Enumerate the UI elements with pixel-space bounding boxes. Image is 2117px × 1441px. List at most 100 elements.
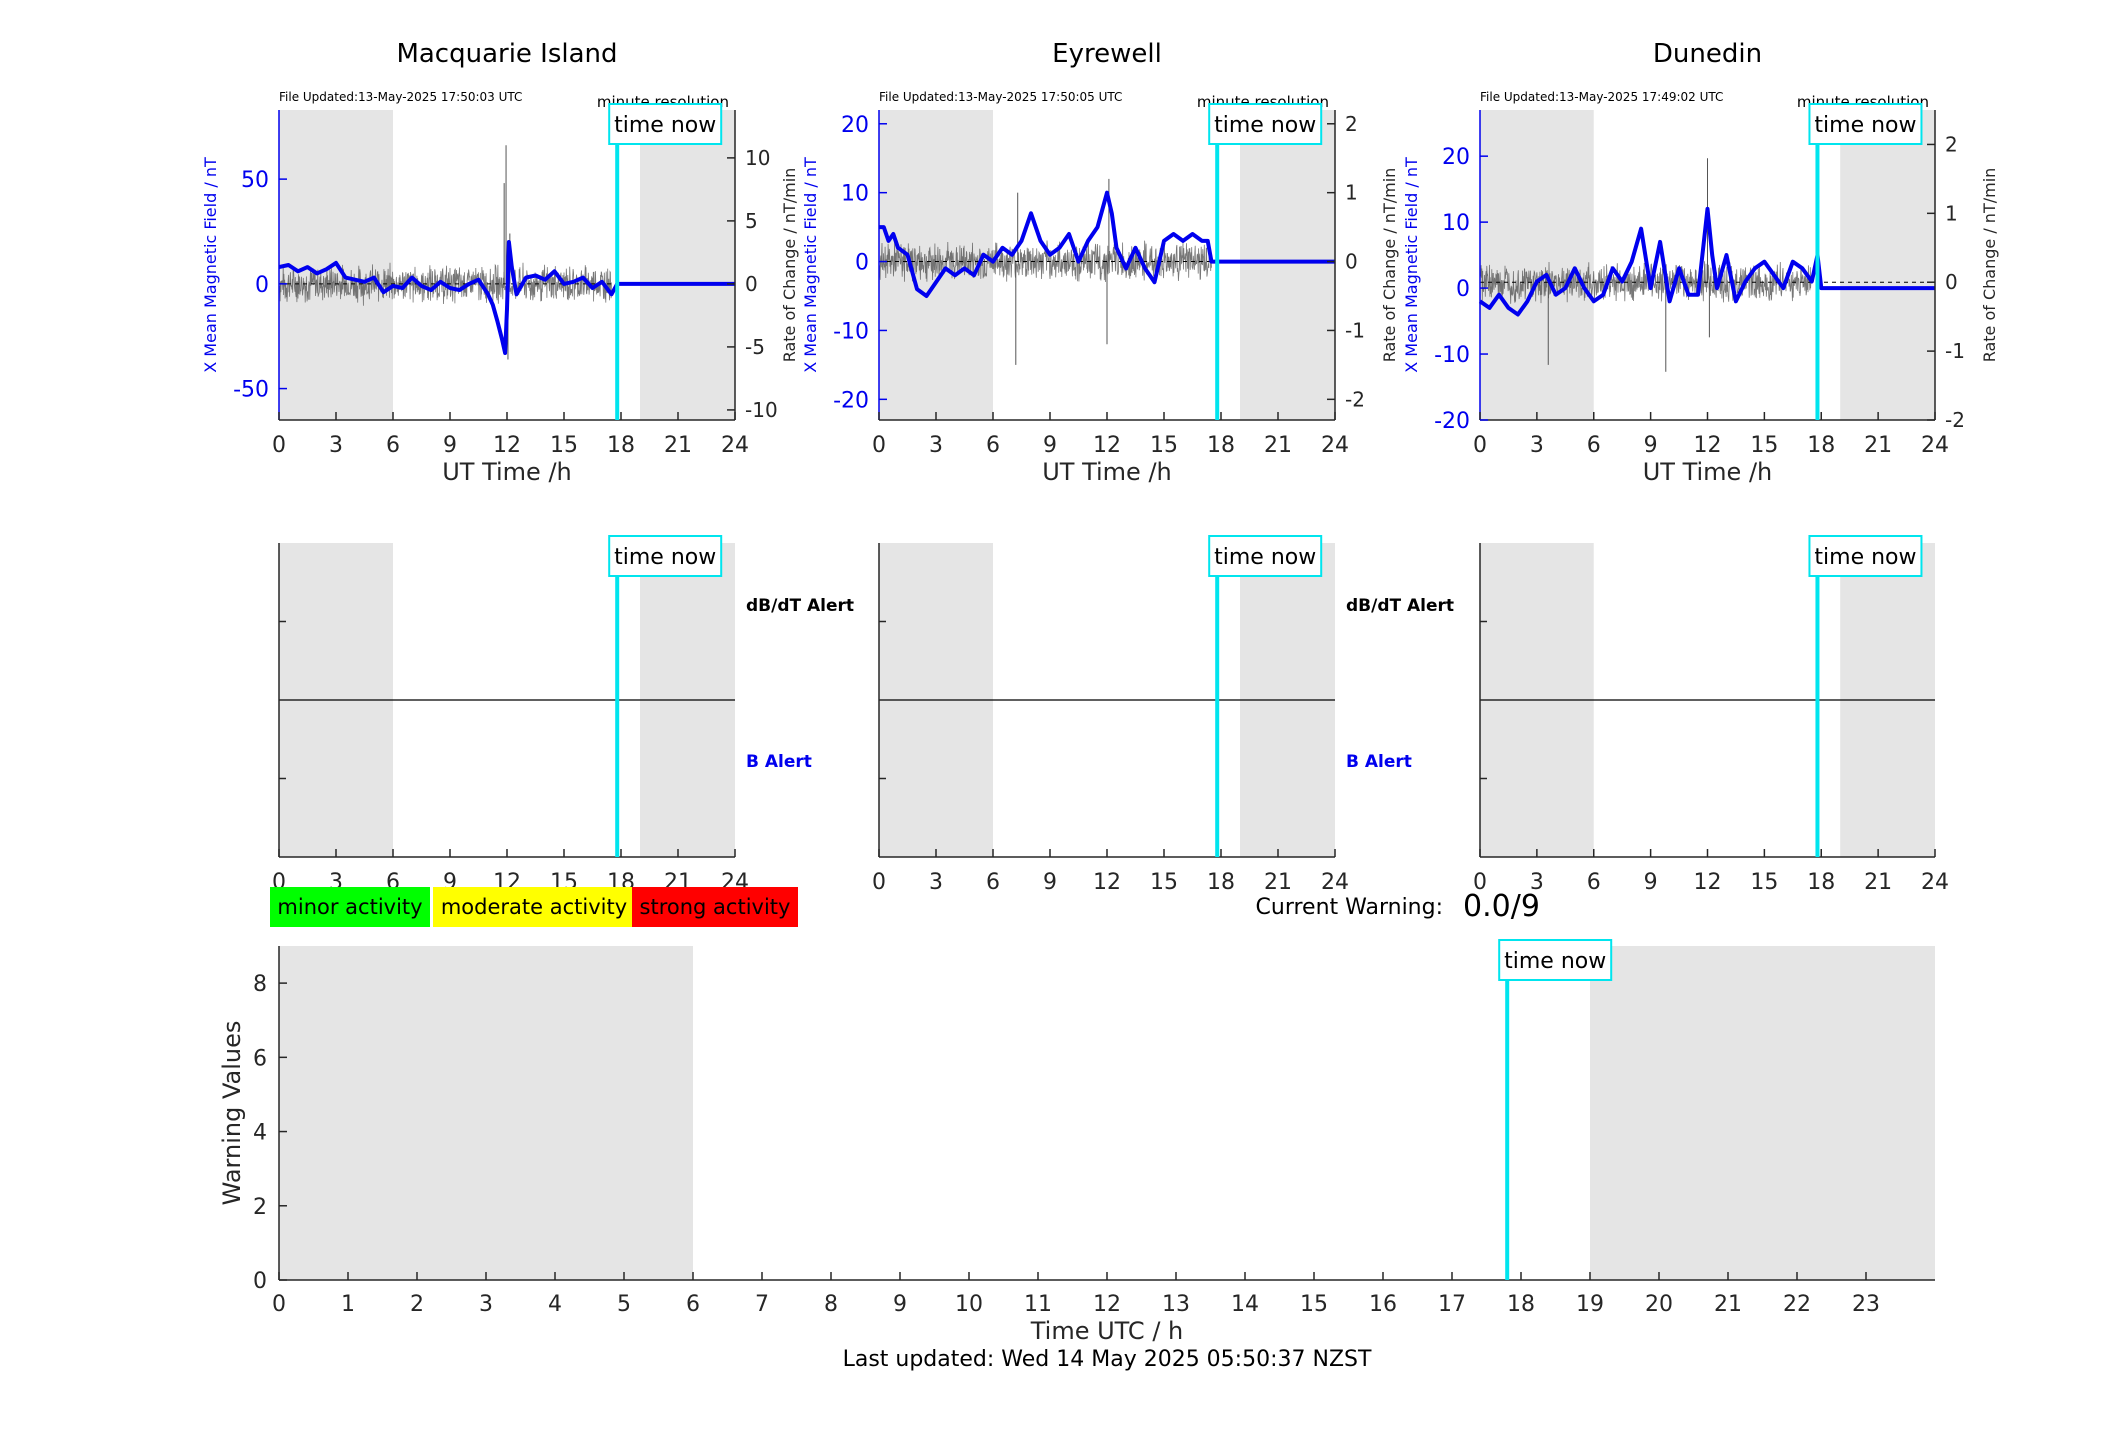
- x-tick-label: 3: [1530, 870, 1544, 895]
- x-tick-label: 0: [872, 870, 886, 895]
- y-left-tick-label: 20: [1442, 145, 1470, 170]
- x-tick-label: 15: [1750, 870, 1778, 895]
- y-right-tick-label: 2: [1345, 112, 1358, 136]
- time-now-box: [608, 535, 723, 577]
- x-tick-label: 9: [893, 1292, 907, 1317]
- b-alert-label: B Alert: [746, 752, 812, 772]
- y-right-tick-label: 0: [745, 272, 758, 296]
- x-tick-label: 6: [686, 1292, 700, 1317]
- x-tick-label: 15: [1150, 870, 1178, 895]
- y-right-tick-label: -1: [1945, 339, 1965, 363]
- time-now-box: [1808, 535, 1923, 577]
- y-left-tick-label: 0: [855, 251, 869, 276]
- alert-panel-2: 0 3 6 9 12 15 18 21 24 dB/dT Alert B Alert time now: [872, 535, 1454, 895]
- y-left-tick-label: 20: [841, 113, 869, 138]
- x-tick-label: 21: [1864, 870, 1892, 895]
- x-tick-label: 3: [1530, 433, 1544, 458]
- y-tick-label: 6: [253, 1046, 267, 1071]
- x-tick-label: 9: [1043, 870, 1057, 895]
- x-tick-label: 0: [1473, 870, 1487, 895]
- y-axis-label: Warning Values: [218, 1021, 246, 1206]
- x-tick-label: 24: [1321, 870, 1349, 895]
- time-now-box: [608, 103, 723, 145]
- y-left-axis-label: X Mean Magnetic Field / nT: [1402, 157, 1421, 373]
- x-tick-label: 19: [1576, 1292, 1604, 1317]
- time-now-label: time now: [614, 113, 716, 138]
- magnetic-field-line: [278, 240, 735, 355]
- x-tick-label: 9: [443, 433, 457, 458]
- legend-label: minor activity: [277, 895, 422, 919]
- alert-panel-3: 0 3 6 9 12 15 18 21 24 time now: [1473, 535, 1949, 895]
- current-warning-value: 0.0/9: [1463, 889, 1540, 924]
- station-panel-eyrewell: Eyrewell File Updated:13-May-2025 17:50:0…: [801, 39, 1399, 486]
- x-tick-label: 12: [1694, 433, 1722, 458]
- time-now-label: time now: [1814, 545, 1916, 570]
- x-tick-label: 24: [1921, 433, 1949, 458]
- x-tick-label: 24: [721, 433, 749, 458]
- x-tick-label: 6: [986, 870, 1000, 895]
- x-tick-label: 24: [1921, 870, 1949, 895]
- x-tick-label: 15: [1300, 1292, 1328, 1317]
- x-tick-label: 21: [1264, 870, 1292, 895]
- y-left-tick-label: 0: [1456, 277, 1470, 302]
- shaded-region: [1240, 110, 1335, 420]
- x-tick-label: 21: [1714, 1292, 1742, 1317]
- y-right-tick-label: 10: [745, 146, 770, 170]
- x-tick-label: 15: [1750, 433, 1778, 458]
- x-tick-label: 2: [410, 1292, 424, 1317]
- y-right-tick-label: -1: [1345, 318, 1365, 342]
- x-tick-label: 9: [1644, 433, 1658, 458]
- warning-values-chart: 0 1 2 3 4 5 6 7 8 9 10 11 12 13 14 15 16 17 18 19 20 21 22 2302…: [218, 939, 1935, 1345]
- legend-label: moderate activity: [441, 895, 627, 919]
- y-right-tick-label: -10: [745, 398, 778, 422]
- x-tick-label: 0: [1473, 433, 1487, 458]
- y-right-tick-label: 2: [1945, 132, 1958, 156]
- y-right-tick-label: -2: [1345, 387, 1365, 411]
- legend-swatch-moderate: [433, 887, 635, 927]
- x-tick-label: 22: [1783, 1292, 1811, 1317]
- y-tick-label: 4: [253, 1121, 267, 1146]
- x-tick-label: 12: [1093, 1292, 1121, 1317]
- x-tick-label: 1: [341, 1292, 355, 1317]
- station-title: Macquarie Island: [396, 39, 617, 69]
- y-tick-label: 0: [253, 1269, 267, 1294]
- shaded-region: [1590, 946, 1935, 1280]
- y-right-tick-label: -2: [1945, 408, 1965, 432]
- x-tick-label: 11: [1024, 1292, 1052, 1317]
- y-left-tick-label: -20: [833, 388, 869, 413]
- y-left-tick-label: -20: [1434, 409, 1470, 434]
- x-tick-label: 15: [1150, 433, 1178, 458]
- x-tick-label: 6: [1587, 433, 1601, 458]
- time-now-label: time now: [1814, 113, 1916, 138]
- x-tick-label: 21: [1864, 433, 1892, 458]
- y-right-axis-label: Rate of Change / nT/min: [1980, 168, 1999, 363]
- x-tick-label: 18: [1807, 870, 1835, 895]
- shaded-region: [279, 946, 693, 1280]
- x-tick-label: 18: [607, 433, 635, 458]
- y-right-axis-label: Rate of Change / nT/min: [1380, 168, 1399, 363]
- station-panel-macquarie-island: Macquarie Island File Updated:13-May-2025…: [201, 39, 799, 486]
- x-tick-label: 3: [929, 870, 943, 895]
- x-tick-label: 6: [1587, 870, 1601, 895]
- x-tick-label: 10: [955, 1292, 983, 1317]
- x-tick-label: 12: [1093, 870, 1121, 895]
- x-tick-label: 14: [1231, 1292, 1259, 1317]
- x-tick-label: 0: [872, 433, 886, 458]
- y-tick-label: 8: [253, 972, 267, 997]
- rate-of-change-line: [278, 262, 612, 306]
- x-tick-label: 4: [548, 1292, 562, 1317]
- file-updated: File Updated:13-May-2025 17:50:03 UTC: [279, 90, 522, 104]
- x-tick-label: 18: [1507, 1292, 1535, 1317]
- x-tick-label: 18: [1207, 433, 1235, 458]
- x-tick-label: 6: [386, 433, 400, 458]
- x-tick-label: 20: [1645, 1292, 1673, 1317]
- y-tick-label: 2: [253, 1195, 267, 1220]
- x-tick-label: 18: [1807, 433, 1835, 458]
- x-tick-label: 15: [550, 433, 578, 458]
- y-left-tick-label: 50: [241, 168, 269, 193]
- x-tick-label: 5: [617, 1292, 631, 1317]
- y-left-tick-label: 10: [1442, 211, 1470, 236]
- file-updated: File Updated:13-May-2025 17:49:02 UTC: [1480, 90, 1723, 104]
